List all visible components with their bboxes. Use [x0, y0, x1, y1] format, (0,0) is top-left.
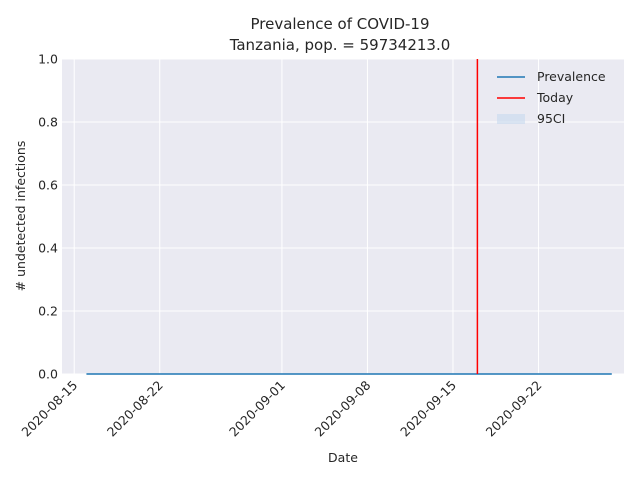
y-tick-label: 0.0 — [38, 367, 58, 382]
chart-title: Prevalence of COVID-19 — [250, 15, 429, 33]
x-tick-label: 2020-09-01 — [226, 378, 288, 440]
legend: Prevalence Today 95CI — [497, 69, 606, 126]
x-axis-label: Date — [328, 450, 358, 465]
x-tick-label: 2020-09-15 — [397, 378, 459, 440]
x-tick-label: 2020-09-22 — [483, 378, 545, 440]
y-tick-label: 0.6 — [38, 178, 58, 193]
chart-subtitle: Tanzania, pop. = 59734213.0 — [229, 36, 451, 54]
x-tick-labels: 2020-08-15 2020-08-22 2020-09-01 2020-09-08… — [18, 377, 544, 439]
y-tick-label: 1.0 — [38, 52, 58, 67]
y-tick-label: 0.4 — [38, 241, 58, 256]
y-tick-label: 0.2 — [38, 304, 58, 319]
plot-area — [62, 59, 624, 374]
x-tick-label: 2020-08-15 — [18, 378, 80, 440]
legend-ci-swatch — [497, 114, 525, 124]
legend-today-label: Today — [536, 90, 574, 105]
y-tick-labels: 0.0 0.2 0.4 0.6 0.8 1.0 — [38, 52, 58, 382]
x-tick-label: 2020-08-22 — [104, 378, 166, 440]
legend-ci-label: 95CI — [537, 111, 565, 126]
y-tick-label: 0.8 — [38, 115, 58, 130]
x-tick-label: 2020-09-08 — [312, 377, 374, 439]
y-axis-label: # undetected infections — [13, 141, 28, 292]
legend-prevalence-label: Prevalence — [537, 69, 606, 84]
